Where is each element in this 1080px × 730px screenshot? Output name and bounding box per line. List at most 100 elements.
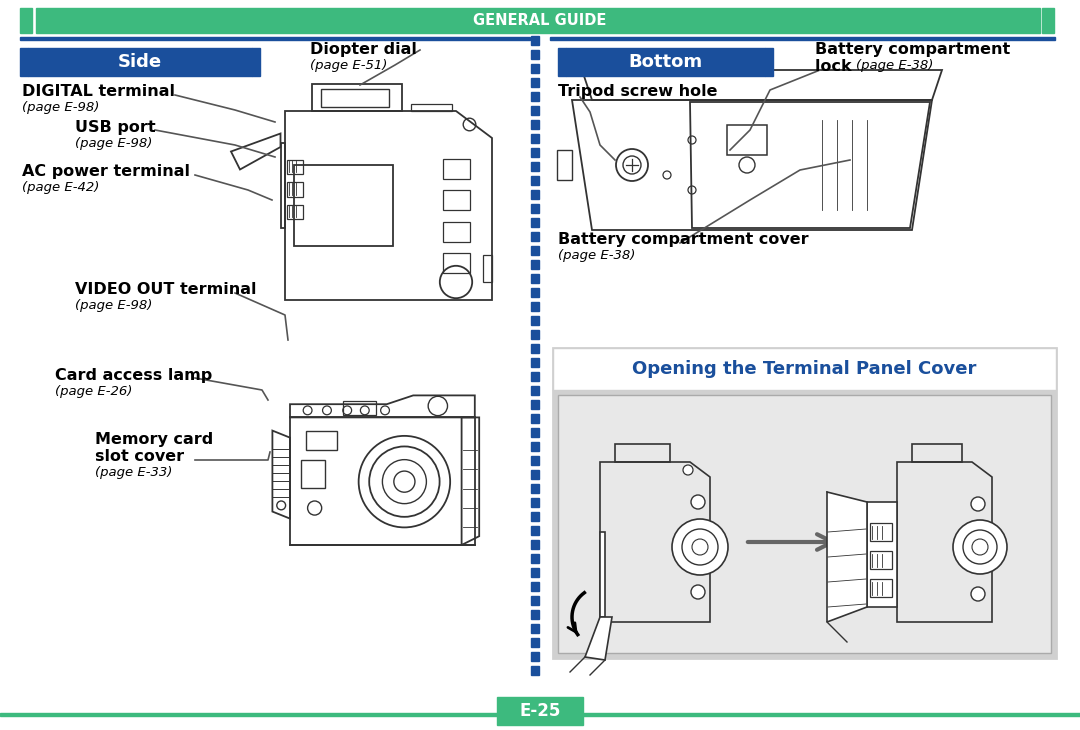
Text: (page E-98): (page E-98) bbox=[75, 137, 152, 150]
Bar bbox=[870, 579, 892, 597]
Bar bbox=[287, 204, 303, 219]
Bar bbox=[531, 610, 539, 619]
Circle shape bbox=[683, 465, 693, 475]
Bar bbox=[531, 190, 539, 199]
Text: Side: Side bbox=[118, 53, 162, 71]
Bar bbox=[531, 638, 539, 647]
Text: (page E-51): (page E-51) bbox=[310, 59, 388, 72]
Text: DIGITAL terminal: DIGITAL terminal bbox=[22, 84, 175, 99]
Bar bbox=[531, 274, 539, 283]
Bar bbox=[531, 330, 539, 339]
Circle shape bbox=[971, 587, 985, 601]
Text: (page E-26): (page E-26) bbox=[55, 385, 133, 398]
Circle shape bbox=[953, 520, 1007, 574]
Bar bbox=[531, 64, 539, 73]
Text: (page E-33): (page E-33) bbox=[95, 466, 173, 479]
Bar bbox=[765, 48, 773, 76]
Bar bbox=[21, 37, 530, 40]
Bar bbox=[294, 165, 393, 246]
Text: Diopter dial: Diopter dial bbox=[310, 42, 417, 57]
Bar bbox=[558, 48, 566, 76]
Bar bbox=[531, 512, 539, 521]
Polygon shape bbox=[585, 617, 612, 660]
Text: Card access lamp: Card access lamp bbox=[55, 368, 213, 383]
Bar bbox=[558, 395, 1051, 653]
Text: Tripod screw hole: Tripod screw hole bbox=[558, 84, 717, 99]
Bar bbox=[531, 232, 539, 241]
Bar bbox=[443, 222, 470, 242]
Bar bbox=[531, 36, 539, 45]
Polygon shape bbox=[867, 502, 897, 607]
Bar bbox=[531, 428, 539, 437]
Bar bbox=[252, 48, 260, 76]
Text: Opening the Terminal Panel Cover: Opening the Terminal Panel Cover bbox=[632, 360, 976, 378]
Bar bbox=[28, 48, 252, 76]
Bar bbox=[531, 50, 539, 59]
Bar bbox=[531, 568, 539, 577]
Bar bbox=[531, 414, 539, 423]
Text: (page E-38): (page E-38) bbox=[558, 249, 635, 262]
Bar bbox=[531, 344, 539, 353]
Bar bbox=[531, 302, 539, 311]
Bar bbox=[531, 316, 539, 325]
Text: slot cover: slot cover bbox=[95, 449, 184, 464]
Bar bbox=[306, 431, 337, 450]
Bar bbox=[300, 460, 325, 488]
Text: VIDEO OUT terminal: VIDEO OUT terminal bbox=[75, 282, 257, 297]
Bar bbox=[21, 48, 28, 76]
Bar bbox=[531, 624, 539, 633]
Bar bbox=[531, 246, 539, 255]
Bar bbox=[566, 48, 765, 76]
Bar bbox=[531, 540, 539, 549]
Bar bbox=[287, 160, 303, 174]
Text: (page E-98): (page E-98) bbox=[75, 299, 152, 312]
Bar bbox=[870, 523, 892, 541]
Bar bbox=[531, 666, 539, 675]
Text: Memory card: Memory card bbox=[95, 432, 213, 447]
Bar bbox=[553, 348, 1056, 658]
Bar bbox=[531, 652, 539, 661]
Bar bbox=[1042, 8, 1054, 33]
Circle shape bbox=[971, 497, 985, 511]
Bar bbox=[531, 204, 539, 213]
Text: (page E-42): (page E-42) bbox=[22, 181, 99, 194]
Bar bbox=[287, 182, 303, 196]
Bar bbox=[553, 348, 1056, 390]
Bar bbox=[550, 37, 1055, 40]
Polygon shape bbox=[600, 532, 605, 617]
Bar bbox=[483, 255, 492, 282]
Text: Battery compartment: Battery compartment bbox=[815, 42, 1010, 57]
Text: GENERAL GUIDE: GENERAL GUIDE bbox=[473, 13, 607, 28]
Bar bbox=[531, 582, 539, 591]
Bar bbox=[21, 8, 32, 33]
Bar bbox=[411, 104, 451, 111]
Bar bbox=[531, 78, 539, 87]
Bar bbox=[531, 92, 539, 101]
Circle shape bbox=[691, 495, 705, 509]
Bar bbox=[531, 484, 539, 493]
Bar bbox=[531, 372, 539, 381]
Bar bbox=[531, 470, 539, 479]
Bar bbox=[531, 288, 539, 297]
Text: AC power terminal: AC power terminal bbox=[22, 164, 190, 179]
Bar bbox=[531, 596, 539, 605]
Bar bbox=[531, 526, 539, 535]
Text: USB port: USB port bbox=[75, 120, 156, 135]
Bar bbox=[727, 125, 767, 155]
Bar bbox=[443, 253, 470, 273]
Bar bbox=[36, 8, 1040, 33]
Bar bbox=[531, 218, 539, 227]
Text: lock: lock bbox=[815, 59, 858, 74]
Bar bbox=[531, 260, 539, 269]
Bar bbox=[497, 697, 583, 725]
Bar bbox=[443, 191, 470, 210]
Bar bbox=[531, 148, 539, 157]
Circle shape bbox=[672, 519, 728, 575]
Text: Battery compartment cover: Battery compartment cover bbox=[558, 232, 809, 247]
Text: (page E-98): (page E-98) bbox=[22, 101, 99, 114]
Polygon shape bbox=[827, 492, 867, 622]
Bar bbox=[531, 456, 539, 465]
Bar bbox=[342, 401, 376, 415]
Bar bbox=[531, 554, 539, 563]
Bar bbox=[0, 713, 1080, 716]
